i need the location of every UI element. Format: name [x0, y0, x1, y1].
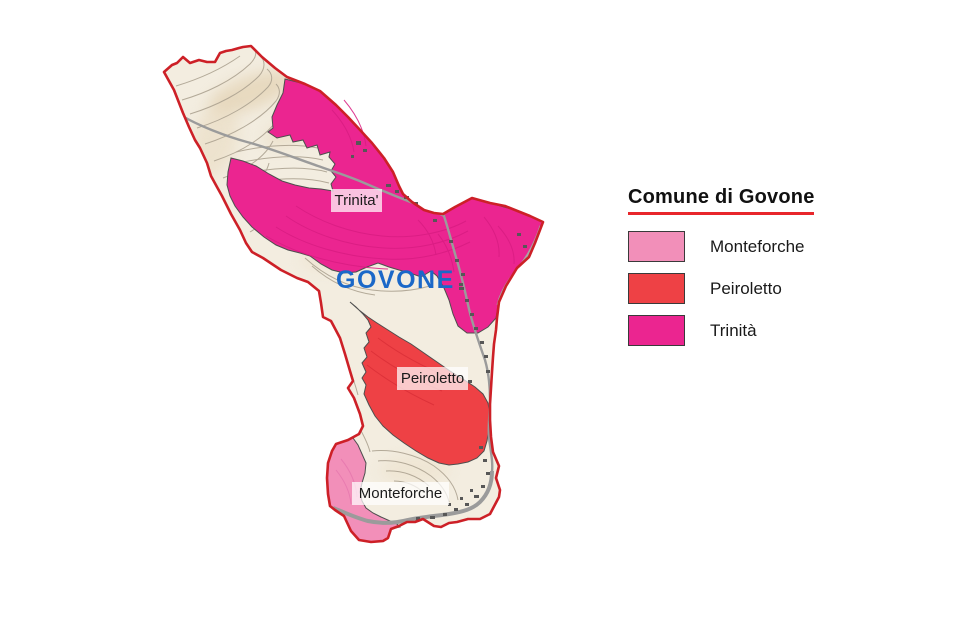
legend-title: Comune di Govone [628, 186, 815, 208]
commune-boundary [162, 44, 545, 544]
legend-item-monteforche: Monteforche [628, 231, 868, 262]
map-label-govone: GOVONE [336, 266, 455, 294]
legend-item-peiroletto: Peiroletto [628, 273, 868, 304]
legend-label-trinita: Trinità [710, 320, 757, 340]
legend-title-underline [628, 212, 814, 215]
road-bottom [332, 470, 494, 525]
map-label-trinita: Trinita' [331, 189, 382, 212]
contour-lines-trinita [265, 99, 515, 273]
legend-swatch-monteforche [628, 231, 685, 262]
legend-swatch-trinita [628, 315, 685, 346]
map-label-peiroletto: Peiroletto [397, 367, 468, 390]
legend-swatch-peiroletto [628, 273, 685, 304]
legend-label-peiroletto: Peiroletto [710, 278, 782, 298]
map-label-monteforche: Monteforche [352, 482, 449, 505]
legend-label-monteforche: Monteforche [710, 236, 805, 256]
legend: Comune di Govone Monteforche Peiroletto … [628, 186, 868, 346]
legend-item-trinita: Trinità [628, 315, 868, 346]
hill-shading [209, 70, 295, 114]
